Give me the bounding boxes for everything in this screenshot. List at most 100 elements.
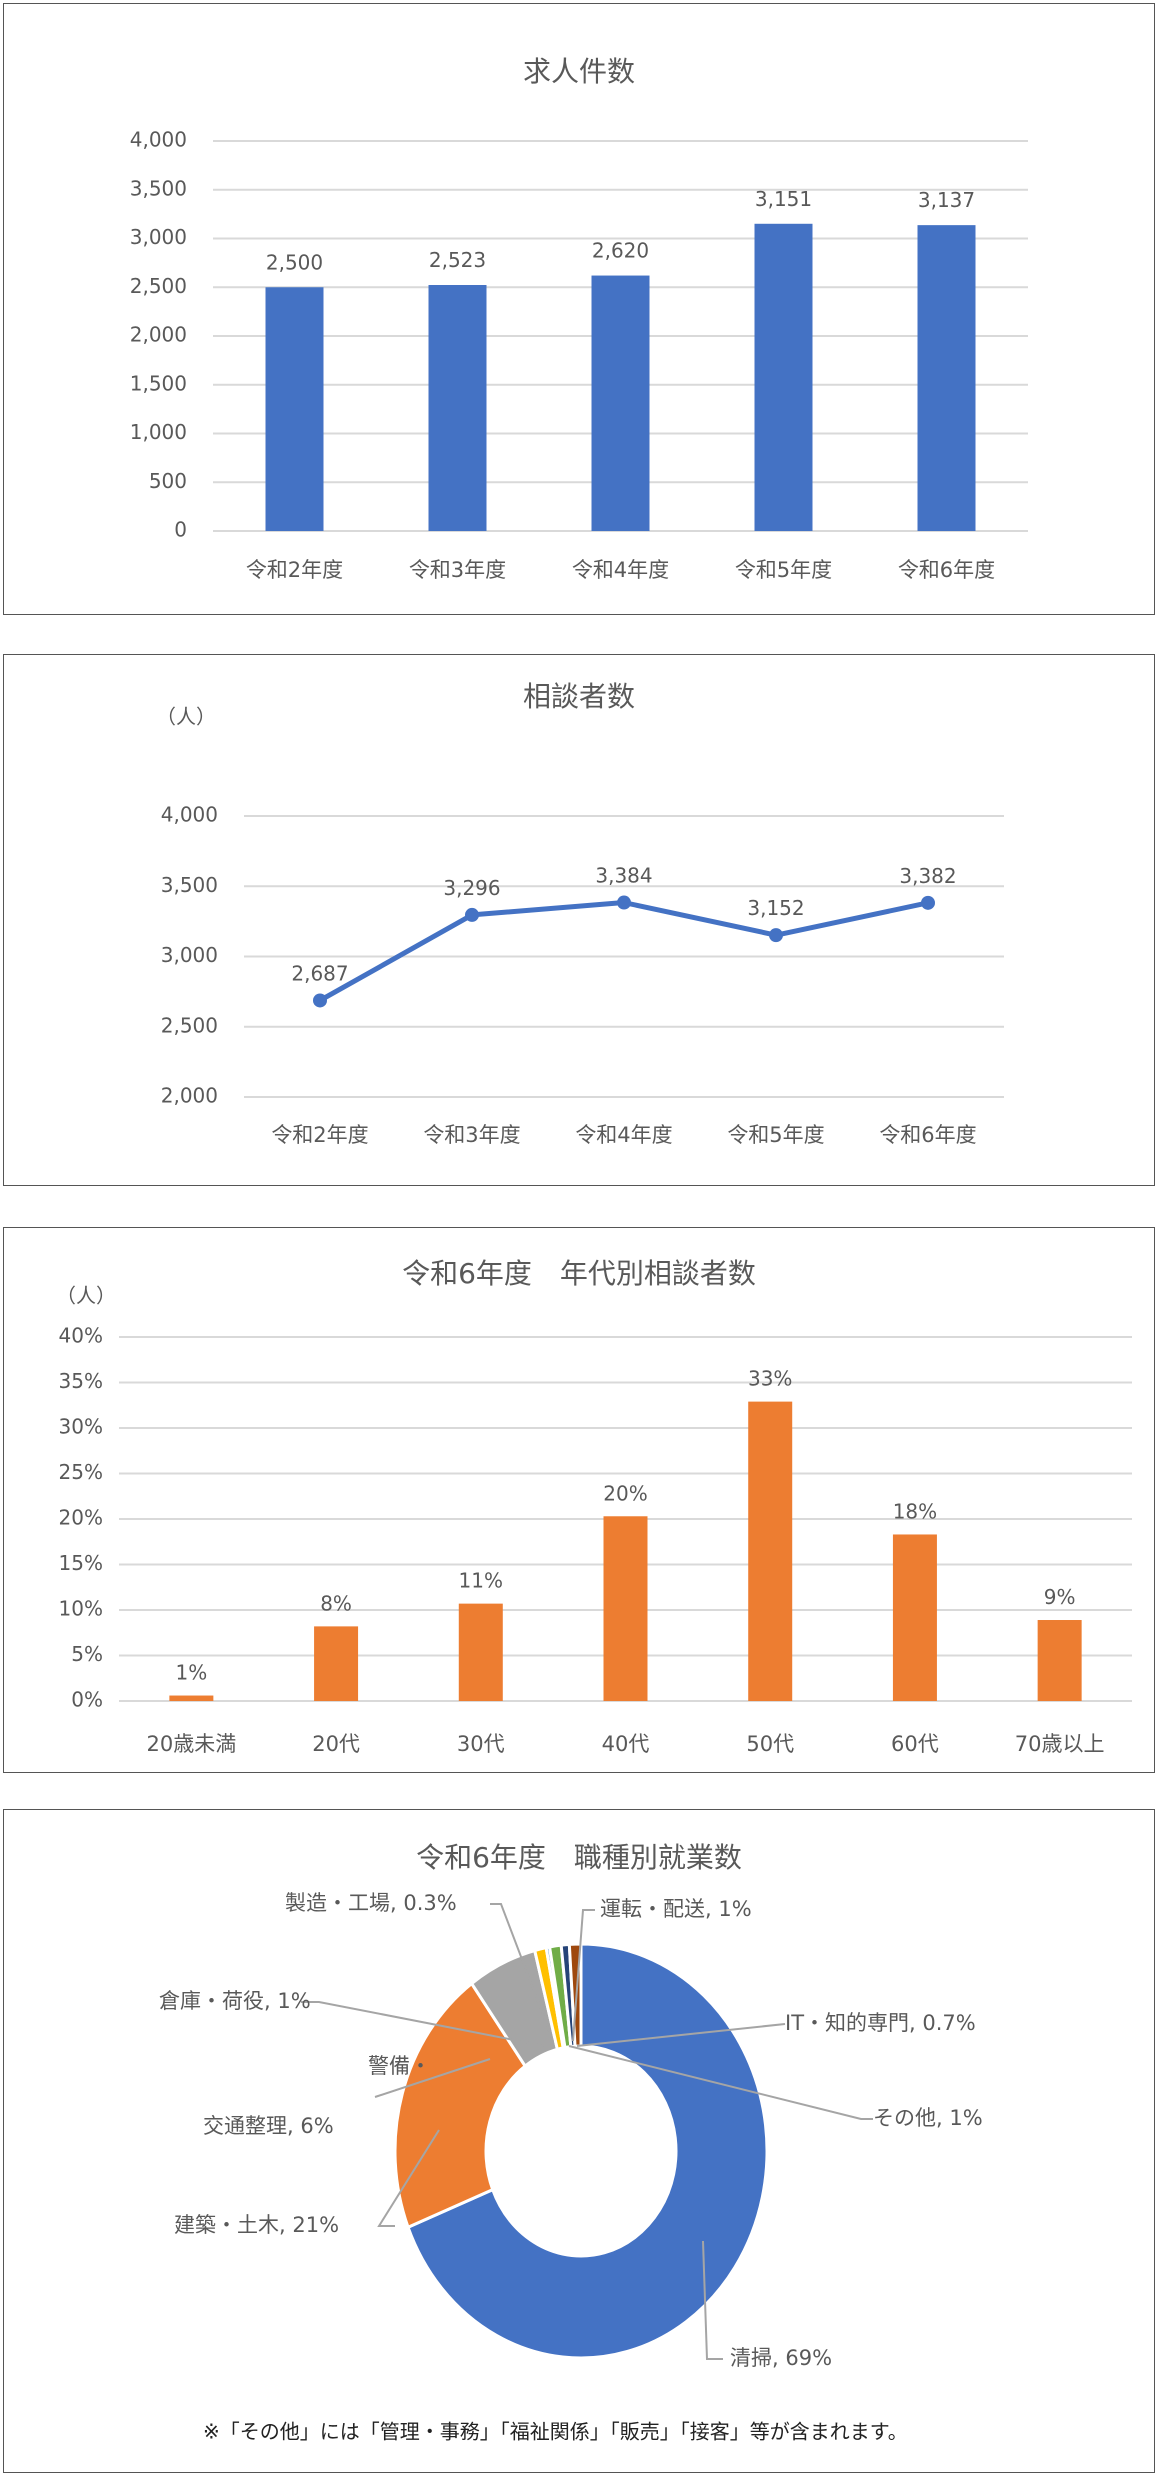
data-label: 3,296 bbox=[443, 876, 500, 900]
y-tick-label: 1,000 bbox=[130, 420, 187, 444]
leader-line bbox=[576, 2023, 786, 2047]
x-tick-label: 令和2年度 bbox=[246, 558, 343, 582]
label-manufacturing: 製造・工場, 0.3% bbox=[285, 1891, 457, 1915]
label-cleaning: 清掃, 69% bbox=[730, 2346, 832, 2370]
data-point bbox=[465, 907, 479, 922]
y-tick-label: 3,000 bbox=[130, 225, 187, 249]
y-unit-label: （人） bbox=[56, 1284, 116, 1308]
data-label: 3,152 bbox=[747, 896, 804, 920]
occupation-employment-chart: 令和6年度 職種別就業数清掃, 69% 建築・土木, 21% 警備・交通整理, 6%… bbox=[3, 1809, 1155, 2473]
data-point bbox=[313, 993, 327, 1008]
label-warehouse: 倉庫・荷役, 1% bbox=[159, 1989, 311, 2013]
x-tick-label: 令和6年度 bbox=[879, 1123, 976, 1147]
y-tick-label: 2,000 bbox=[161, 1084, 218, 1108]
data-label: 2,687 bbox=[291, 961, 348, 985]
y-tick-label: 15% bbox=[59, 1551, 103, 1575]
data-label: 8% bbox=[320, 1591, 352, 1615]
label-security: 警備・ bbox=[368, 2054, 431, 2078]
chart-title: 令和6年度 年代別相談者数 bbox=[402, 1257, 756, 1290]
x-tick-label: 令和2年度 bbox=[271, 1123, 368, 1147]
data-label: 3,382 bbox=[899, 864, 956, 888]
x-tick-label: 70歳以上 bbox=[1015, 1732, 1105, 1756]
y-tick-label: 3,500 bbox=[130, 176, 187, 200]
y-tick-label: 0% bbox=[71, 1688, 103, 1712]
x-tick-label: 令和3年度 bbox=[409, 558, 506, 582]
label-other: その他, 1% bbox=[873, 2106, 983, 2130]
bar bbox=[591, 275, 650, 531]
bar bbox=[265, 287, 324, 531]
y-tick-label: 4,000 bbox=[130, 128, 187, 152]
bar bbox=[1037, 1620, 1082, 1701]
data-point bbox=[921, 895, 935, 910]
bar bbox=[169, 1695, 214, 1701]
y-tick-label: 3,000 bbox=[161, 943, 218, 967]
leader-line bbox=[572, 1909, 595, 2042]
x-tick-label: 令和4年度 bbox=[572, 558, 669, 582]
y-tick-label: 2,000 bbox=[130, 323, 187, 347]
bar bbox=[748, 1401, 793, 1701]
x-tick-label: 20代 bbox=[312, 1732, 360, 1756]
label-it: IT・知的専門, 0.7% bbox=[785, 2011, 976, 2035]
data-label: 3,384 bbox=[595, 864, 652, 888]
y-tick-label: 10% bbox=[59, 1597, 103, 1621]
consultants-chart: 相談者数 （人） 2,000 2,500 3,000 3,500 4,000 令和2年度 令和3… bbox=[3, 654, 1155, 1186]
y-tick-label: 500 bbox=[149, 469, 187, 493]
y-tick-label: 0 bbox=[174, 518, 187, 542]
data-label: 3,137 bbox=[918, 188, 975, 212]
chart-title: 求人件数 bbox=[523, 55, 635, 88]
chart-title: 令和6年度 職種別就業数 bbox=[416, 1841, 742, 1874]
x-tick-label: 60代 bbox=[891, 1732, 939, 1756]
y-tick-label: 20% bbox=[59, 1506, 103, 1530]
y-tick-label: 1,500 bbox=[130, 371, 187, 395]
y-tick-label: 25% bbox=[59, 1460, 103, 1484]
x-tick-label: 50代 bbox=[746, 1732, 794, 1756]
label-security: 交通整理, 6% bbox=[203, 2114, 334, 2138]
data-point bbox=[769, 928, 783, 943]
data-label: 11% bbox=[459, 1569, 503, 1593]
bar bbox=[754, 223, 813, 531]
x-tick-label: 令和3年度 bbox=[423, 1123, 520, 1147]
y-tick-label: 2,500 bbox=[130, 274, 187, 298]
x-tick-label: 40代 bbox=[602, 1732, 650, 1756]
leader-line bbox=[377, 2129, 440, 2227]
x-tick-label: 令和5年度 bbox=[735, 558, 832, 582]
series-line bbox=[318, 900, 929, 1003]
y-tick-label: 2,500 bbox=[161, 1013, 218, 1037]
data-label: 9% bbox=[1044, 1585, 1076, 1609]
data-label: 33% bbox=[748, 1367, 792, 1391]
data-point bbox=[617, 895, 631, 910]
leader-line bbox=[490, 1903, 554, 2042]
label-driving: 運転・配送, 1% bbox=[600, 1897, 752, 1921]
bar bbox=[428, 285, 487, 531]
x-tick-label: 令和5年度 bbox=[727, 1123, 824, 1147]
footnote: ※「その他」には「管理・事務」「福祉関係」「販売」「接客」等が含まれます。 bbox=[203, 2420, 908, 2444]
age-consultants-chart: 令和6年度 年代別相談者数 （人） 0% 5% 10% 15% 20% 25% 30% 35% 40… bbox=[3, 1227, 1155, 1773]
leader-line bbox=[301, 2001, 546, 2047]
bar bbox=[458, 1603, 503, 1701]
data-label: 1% bbox=[175, 1661, 207, 1685]
y-tick-label: 5% bbox=[71, 1642, 103, 1666]
bar bbox=[917, 225, 976, 531]
y-tick-label: 40% bbox=[59, 1324, 103, 1348]
data-label: 18% bbox=[893, 1499, 937, 1523]
job-openings-chart: 求人件数 0 500 1,000 1,500 2,000 2,500 3,000 3,500 4,… bbox=[3, 3, 1155, 615]
leader-line bbox=[702, 2240, 723, 2360]
y-tick-label: 30% bbox=[59, 1415, 103, 1439]
bar bbox=[603, 1516, 648, 1701]
x-tick-label: 令和4年度 bbox=[575, 1123, 672, 1147]
leader-line bbox=[568, 2045, 873, 2120]
data-label: 2,620 bbox=[592, 239, 649, 263]
data-label: 20% bbox=[603, 1481, 647, 1505]
bar bbox=[892, 1534, 937, 1701]
chart-title: 相談者数 bbox=[523, 680, 635, 713]
x-tick-label: 30代 bbox=[457, 1732, 505, 1756]
leader-line bbox=[374, 2058, 491, 2098]
donut-slice bbox=[406, 1942, 769, 2360]
donut-slice bbox=[393, 1981, 528, 2230]
y-tick-label: 3,500 bbox=[161, 873, 218, 897]
y-unit-label: （人） bbox=[156, 705, 216, 729]
data-label: 2,523 bbox=[429, 248, 486, 272]
y-tick-label: 35% bbox=[59, 1369, 103, 1393]
label-construction: 建築・土木, 21% bbox=[174, 2213, 339, 2237]
bar bbox=[314, 1626, 359, 1701]
